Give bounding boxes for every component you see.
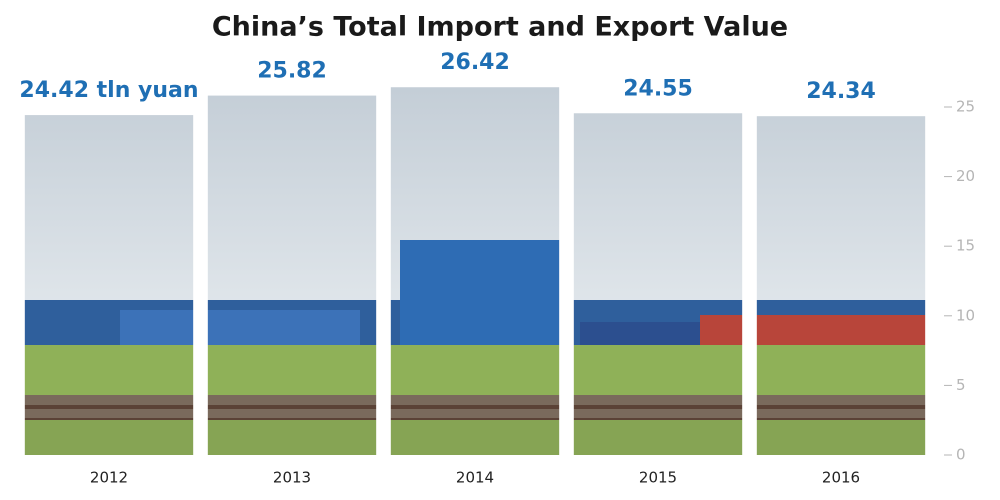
y-tick-label: 10 xyxy=(956,306,975,324)
value-label: 24.55 xyxy=(623,76,693,101)
y-tick-label: 25 xyxy=(956,98,975,116)
bar xyxy=(573,113,743,455)
bar xyxy=(390,87,560,456)
y-tick-label: 15 xyxy=(956,237,975,255)
x-tick-label: 2012 xyxy=(90,469,128,487)
value-label: 24.34 xyxy=(806,79,876,104)
bar xyxy=(756,116,926,456)
chart-title: China’s Total Import and Export Value xyxy=(212,12,788,43)
bar xyxy=(207,95,377,455)
x-tick-label: 2013 xyxy=(273,469,311,487)
x-tick-label: 2015 xyxy=(639,469,677,487)
value-label: 26.42 xyxy=(440,50,510,75)
y-tick-label: 5 xyxy=(956,376,966,394)
x-tick-label: 2014 xyxy=(456,469,494,487)
x-tick-label: 2016 xyxy=(822,469,860,487)
value-label: 25.82 xyxy=(257,59,327,84)
y-tick-label: 0 xyxy=(956,446,966,464)
y-tick-label: 20 xyxy=(956,167,975,185)
value-label: 24.42 tln yuan xyxy=(19,78,198,103)
bar xyxy=(24,115,194,455)
